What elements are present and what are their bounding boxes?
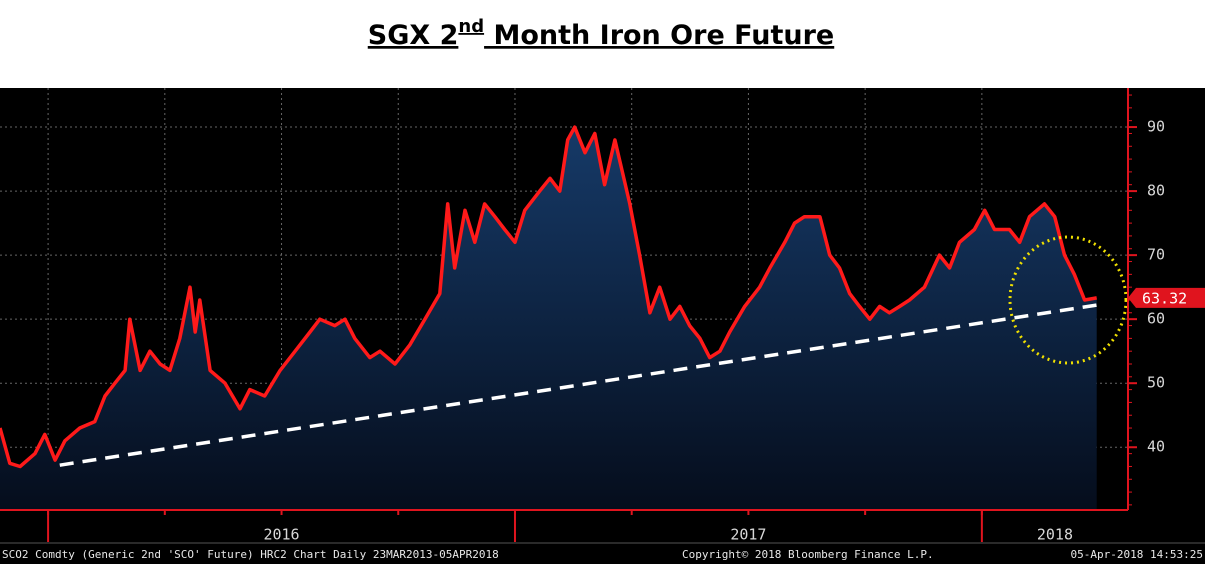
trend-line: [59, 303, 1097, 467]
last-value-tag: [1128, 287, 1205, 308]
year-label: 2016: [263, 526, 299, 544]
highlight-ellipse: [1008, 235, 1128, 365]
footer-source: SCO2 Comdty (Generic 2nd 'SCO' Future) H…: [2, 548, 499, 561]
y-tick-label: 60: [1147, 310, 1165, 328]
last-value-label: 63.32: [1142, 289, 1187, 307]
area-fill: [0, 127, 1097, 510]
chart-title: SGX 2nd Month Iron Ore Future: [368, 16, 834, 51]
year-label: 2018: [1037, 526, 1073, 544]
y-tick-label: 50: [1147, 374, 1165, 392]
price-line: [0, 125, 1097, 469]
title-part: SGX 2: [368, 20, 459, 51]
y-tick-label: 80: [1147, 182, 1165, 200]
y-tick-label: 70: [1147, 246, 1165, 264]
title-part: Month Iron Ore Future: [484, 20, 834, 51]
year-label: 2017: [730, 526, 766, 544]
y-tick-label: 90: [1147, 118, 1165, 136]
title-superscript: nd: [458, 16, 484, 37]
footer-copyright: Copyright© 2018 Bloomberg Finance L.P.: [682, 548, 934, 561]
footer-timestamp: 05-Apr-2018 14:53:25: [1071, 548, 1203, 561]
y-tick-label: 40: [1147, 438, 1165, 456]
